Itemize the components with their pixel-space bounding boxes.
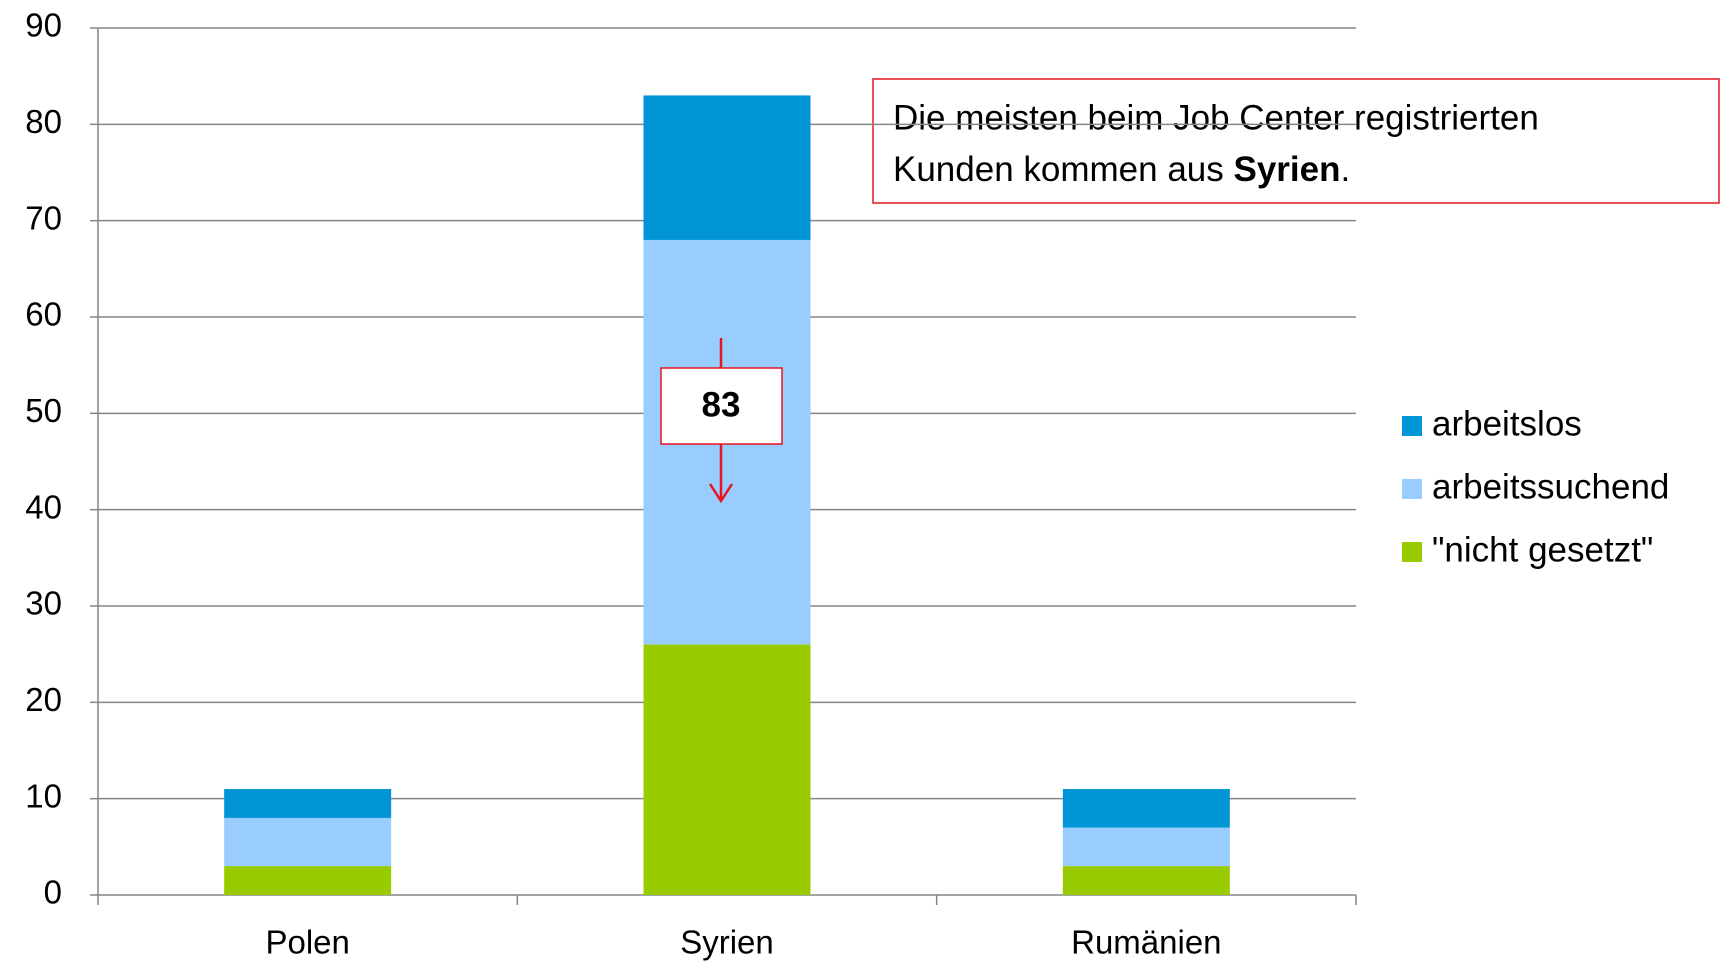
annotation-bold: Syrien: [1233, 150, 1340, 189]
bar-segment: [1062, 789, 1230, 828]
annotation-text: Kunden kommen aus: [893, 150, 1233, 189]
legend-label: arbeitslos: [1432, 404, 1582, 443]
annotation-box: [872, 78, 1720, 204]
y-tick-label: 50: [25, 392, 62, 429]
callout-arrowhead: [708, 483, 734, 504]
annotation-line: Kunden kommen aus Syrien.: [893, 150, 1350, 189]
bar-segment: [1062, 866, 1230, 895]
callout-box: [660, 367, 783, 445]
bar-segment: [224, 789, 392, 818]
y-tick-label: 70: [25, 199, 62, 236]
annotation-text: .: [1340, 150, 1350, 189]
x-tick-label: Rumänien: [1071, 924, 1221, 961]
bar-segment: [224, 866, 392, 895]
x-tick-label: Polen: [265, 924, 349, 961]
bar-segment: [1062, 827, 1230, 867]
callout-label: 83: [702, 385, 741, 424]
legend-label: "nicht gesetzt": [1432, 530, 1653, 569]
y-tick-label: 20: [25, 681, 62, 718]
y-tick-label: 90: [25, 7, 62, 44]
legend-swatch: [1402, 479, 1422, 499]
annotation-line: Die meisten beim Job Center registrierte…: [893, 98, 1539, 137]
x-tick-label: Syrien: [680, 924, 774, 961]
legend-swatch: [1402, 542, 1422, 562]
y-tick-label: 60: [25, 296, 62, 333]
legend-swatch: [1402, 416, 1422, 436]
bar-segment: [643, 644, 811, 895]
y-tick-label: 10: [25, 777, 62, 814]
y-tick-label: 40: [25, 488, 62, 525]
bar-segment: [643, 95, 811, 240]
y-tick-label: 30: [25, 585, 62, 622]
bar-segment: [224, 817, 392, 867]
legend-label: arbeitssuchend: [1432, 467, 1669, 506]
y-tick-label: 80: [25, 103, 62, 140]
y-tick-label: 0: [44, 874, 62, 911]
